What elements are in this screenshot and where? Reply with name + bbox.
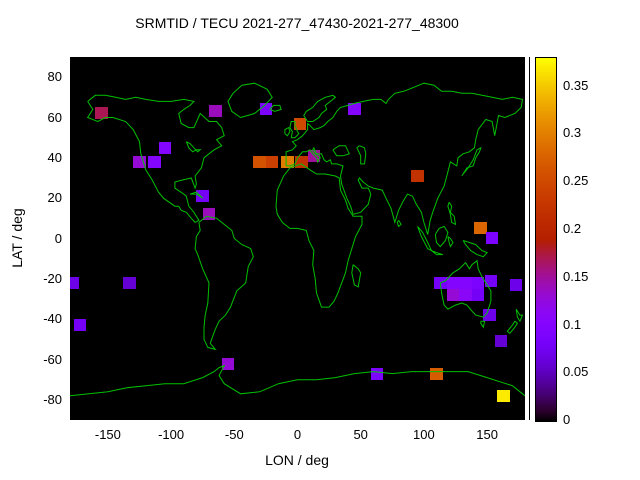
coastline-path	[227, 82, 273, 118]
heatmap-cell	[281, 155, 294, 168]
coastline-path	[431, 250, 443, 256]
x-axis-label: LON / deg	[265, 452, 329, 468]
heatmap-cell	[209, 105, 222, 118]
colorbar-tick-label: 0.35	[563, 77, 589, 93]
chart-title: SRMTID / TECU 2021-277_47430-2021-277_48…	[135, 15, 459, 31]
coastline-path	[332, 145, 350, 157]
y-tick-label: -40	[43, 311, 62, 327]
coastline-path	[506, 320, 519, 334]
heatmap-cell	[485, 232, 499, 245]
coastline-path	[303, 94, 337, 122]
coastline-path	[70, 364, 525, 397]
heatmap-cell	[430, 367, 443, 380]
y-tick-label: -60	[43, 351, 62, 367]
heatmap-cell	[253, 155, 266, 168]
coastline-path	[439, 259, 492, 318]
y-axis-label: LAT / deg	[9, 208, 25, 268]
colorbar-tick-label: 0.3	[563, 125, 582, 141]
colorbar-tick-label: 0.25	[563, 173, 589, 189]
heatmap-cell	[370, 367, 384, 380]
coastline-path	[351, 264, 362, 288]
coastline-path	[417, 226, 433, 252]
y-tick-label: -20	[43, 270, 62, 286]
x-tick-label: -50	[224, 427, 244, 442]
heatmap-cell	[509, 278, 523, 291]
heatmap-cell	[483, 309, 496, 322]
heatmap-cell	[497, 389, 510, 402]
y-tick-label: 20	[47, 190, 62, 206]
x-tick-label: 0	[293, 427, 302, 442]
heatmap-cell	[148, 155, 161, 168]
heatmap-cell	[411, 169, 424, 182]
coastline-path	[356, 145, 367, 165]
coastline-path	[461, 146, 482, 177]
x-tick-label: -150	[94, 427, 121, 442]
y-tick-label: 60	[47, 109, 62, 125]
heatmap-cell	[293, 117, 307, 130]
heatmap-cell	[221, 357, 235, 370]
colorbar-tick-label: 0	[563, 412, 571, 427]
coastline-path	[194, 215, 254, 351]
heatmap-cell	[494, 335, 508, 348]
x-tick-label: 50	[353, 427, 368, 442]
coastline-path	[447, 201, 457, 226]
heatmap-cell	[70, 276, 79, 289]
colorbar-tick-label: 0.15	[563, 268, 589, 284]
y-tick-label: -80	[43, 391, 62, 407]
plot-frame-line	[529, 57, 530, 420]
heatmap-cell	[471, 288, 485, 301]
y-tick-label: 80	[47, 69, 62, 85]
heatmap-cell	[474, 222, 487, 235]
heatmap-cell	[123, 276, 136, 289]
coastline-path	[275, 163, 363, 308]
heatmap-cell	[446, 288, 460, 301]
coastline-path	[480, 320, 486, 329]
x-tick-label: 100	[413, 427, 435, 442]
heatmap-cell	[446, 276, 460, 289]
colorbar-tick-label: 0.1	[563, 316, 582, 332]
coastline-path	[284, 126, 291, 137]
coastline-path	[289, 121, 300, 139]
coastline-path	[462, 240, 488, 258]
heatmap-cell	[471, 276, 485, 289]
coastline-path	[86, 94, 225, 224]
coastline-path	[447, 236, 454, 248]
heatmap-cell	[459, 276, 472, 289]
heatmap-cell	[484, 274, 498, 287]
heatmap-cell	[459, 288, 472, 301]
colorbar-gradient	[535, 57, 557, 422]
heatmap-cell	[95, 107, 108, 120]
coastline-path	[285, 82, 524, 235]
heatmap-cell	[348, 103, 361, 116]
y-tick-label: 40	[47, 149, 62, 165]
heatmap-cell	[265, 155, 279, 168]
heatmap-cell	[196, 190, 209, 203]
y-tick-label: 0	[54, 230, 62, 246]
colorbar-tick-label: 0.05	[563, 364, 589, 380]
coastline-path	[396, 220, 402, 228]
coastline-path	[434, 225, 449, 248]
coastline-path	[515, 308, 524, 323]
plot-area	[70, 57, 525, 420]
colorbar-tick-label: 0.2	[563, 220, 582, 236]
coastline-path	[185, 141, 202, 153]
x-tick-label: 150	[476, 427, 498, 442]
world-map-coastlines	[70, 82, 525, 397]
coastline-path	[269, 104, 282, 112]
x-tick-label: -100	[158, 427, 185, 442]
heatmap-cell	[73, 319, 87, 332]
heatmap-cell	[158, 141, 172, 154]
coastline-path	[189, 191, 204, 199]
